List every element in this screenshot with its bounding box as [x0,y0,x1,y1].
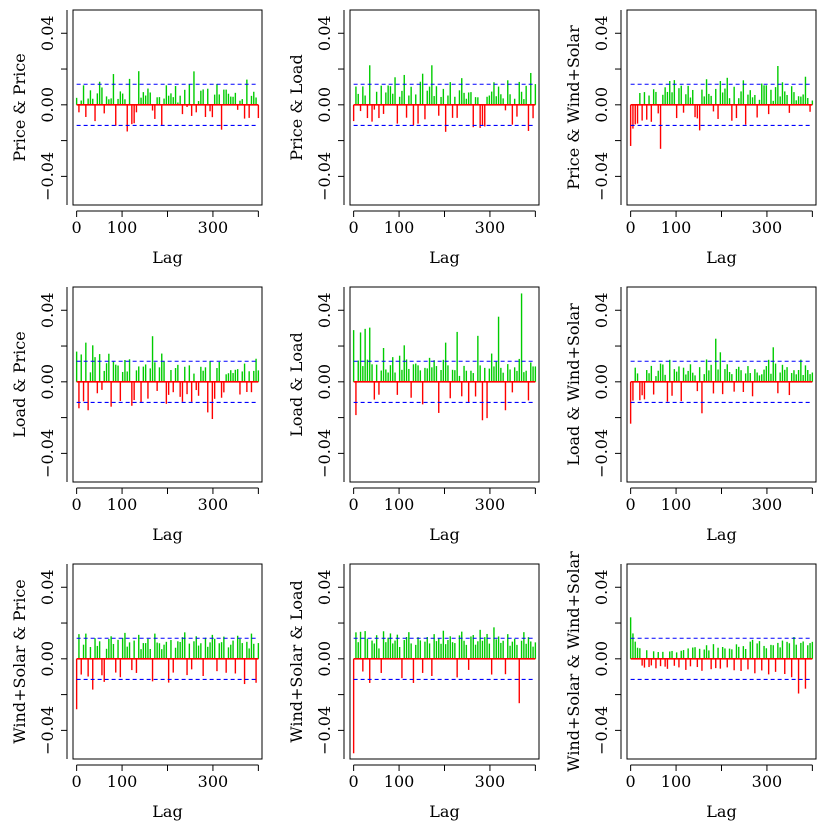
y-tick-label: 0.00 [38,364,57,400]
y-tick-label: −0.04 [592,152,611,201]
y-tick-label: −0.04 [38,429,57,478]
x-axis-title: Lag [706,248,736,267]
x-tick-label: 300 [475,218,506,237]
x-axis-title: Lag [429,802,459,821]
plot-frame [349,286,540,483]
panel-4 [61,286,263,494]
panel-3 [615,9,817,217]
x-tick-label: 0 [349,218,359,237]
y-tick-label: 0.00 [315,364,334,400]
y-tick-label: 0.00 [38,87,57,123]
panel-6 [615,286,817,494]
x-tick-label: 100 [661,218,692,237]
panel-5 [338,286,540,494]
x-tick-label: 0 [626,218,636,237]
plot-frame [72,563,263,760]
x-tick-label: 300 [475,772,506,791]
x-tick-label: 100 [384,218,415,237]
plot-frame [349,563,540,760]
x-tick-label: 0 [349,772,359,791]
y-axis-title: Load & Wind+Solar [564,303,583,466]
x-axis-title: Lag [152,525,182,544]
plot-frame [626,286,817,483]
y-tick-label: 0.04 [38,569,57,605]
panel-1 [61,9,263,217]
x-tick-label: 300 [475,495,506,514]
x-tick-label: 100 [107,772,138,791]
y-tick-label: 0.00 [315,87,334,123]
y-tick-label: 0.04 [592,569,611,605]
panel-8 [338,563,540,771]
panel-9 [615,563,817,771]
y-tick-label: 0.00 [592,641,611,677]
x-tick-label: 0 [72,218,82,237]
plot-frame [72,9,263,206]
x-axis-title: Lag [429,248,459,267]
y-axis-title: Load & Load [287,332,306,437]
y-tick-label: −0.04 [315,429,334,478]
panel-7 [61,563,263,771]
y-tick-label: −0.04 [38,152,57,201]
x-axis-title: Lag [706,525,736,544]
x-axis-title: Lag [429,525,459,544]
x-tick-label: 300 [198,495,229,514]
y-tick-label: 0.04 [38,15,57,51]
x-tick-label: 0 [626,772,636,791]
plot-frame [349,9,540,206]
x-tick-label: 100 [107,218,138,237]
x-tick-label: 100 [107,495,138,514]
y-axis-title: Price & Price [10,53,29,161]
plot-frame [626,563,817,760]
y-tick-label: 0.04 [592,292,611,328]
y-axis-title: Wind+Solar & Price [10,579,29,744]
x-tick-label: 0 [72,495,82,514]
y-axis-title: Price & Wind+Solar [564,25,583,190]
y-tick-label: 0.00 [592,87,611,123]
y-axis-title: Load & Price [10,331,29,437]
x-tick-label: 0 [72,772,82,791]
y-tick-label: 0.00 [592,364,611,400]
y-tick-label: −0.04 [38,706,57,755]
y-tick-label: 0.00 [315,641,334,677]
x-tick-label: 0 [626,495,636,514]
x-tick-label: 300 [198,772,229,791]
x-tick-label: 0 [349,495,359,514]
y-tick-label: 0.04 [315,15,334,51]
panel-2 [338,9,540,217]
y-tick-label: −0.04 [592,429,611,478]
y-tick-label: −0.04 [592,706,611,755]
y-axis-title: Price & Load [287,54,306,160]
x-tick-label: 100 [384,772,415,791]
y-tick-label: −0.04 [315,152,334,201]
y-tick-label: 0.04 [592,15,611,51]
y-tick-label: 0.04 [38,292,57,328]
x-tick-label: 300 [752,495,783,514]
y-tick-label: −0.04 [315,706,334,755]
x-tick-label: 100 [661,772,692,791]
x-tick-label: 100 [661,495,692,514]
plot-frame [72,286,263,483]
y-tick-label: 0.00 [38,641,57,677]
y-axis-title: Wind+Solar & Load [287,580,306,743]
x-axis-title: Lag [152,802,182,821]
plot-frame [626,9,817,206]
x-tick-label: 100 [384,495,415,514]
x-axis-title: Lag [152,248,182,267]
y-axis-title: Wind+Solar & Wind+Solar [564,551,583,772]
y-tick-label: 0.04 [315,292,334,328]
x-tick-label: 300 [198,218,229,237]
x-tick-label: 300 [752,218,783,237]
x-axis-title: Lag [706,802,736,821]
x-tick-label: 300 [752,772,783,791]
y-tick-label: 0.04 [315,569,334,605]
